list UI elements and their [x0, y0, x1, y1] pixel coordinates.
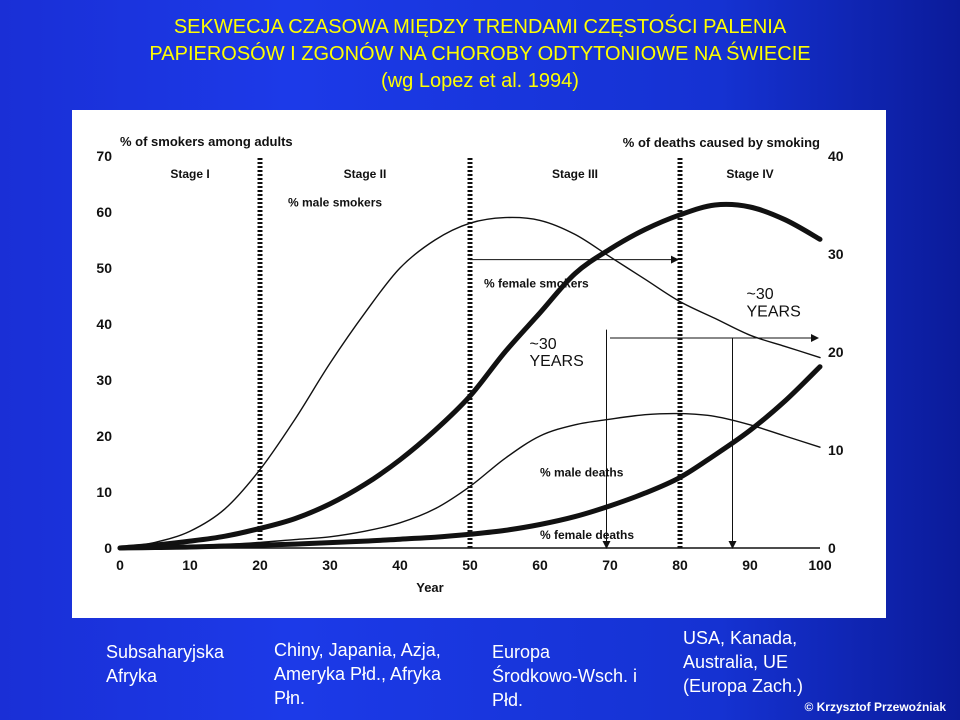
region-line: (Europa Zach.): [683, 676, 804, 696]
y-left-tick-label: 50: [96, 260, 112, 276]
stage-label: Stage II: [344, 167, 387, 181]
female-deaths-line: [117, 364, 823, 551]
copyright: © Krzysztof Przewoźniak: [804, 700, 946, 714]
title-line-3: (wg Lopez et al. 1994): [381, 70, 579, 92]
y-right-tick-label: 20: [828, 344, 844, 360]
x-tick-label: 100: [808, 557, 832, 573]
x-axis-label: Year: [416, 580, 443, 595]
region-stage-4: USA, Kanada, Australia, UE (Europa Zach.…: [683, 626, 893, 698]
region-line: USA, Kanada,: [683, 628, 798, 648]
y-right-tick-label: 40: [828, 148, 844, 164]
male-smokers-line: [119, 216, 821, 549]
y-right-tick-label: 30: [828, 246, 844, 262]
chart-panel: 0 10 20 30 40 50 60 70 0 10 20 30 40 0 10 20 30 40 50 60 70 8…: [72, 110, 886, 618]
y-left-tick-label: 70: [96, 148, 112, 164]
region-line: Australia, UE: [683, 652, 789, 672]
x-tick-label: 70: [602, 557, 618, 573]
region-line: Chiny, Japania, Azja,: [274, 640, 441, 660]
title-line-2: PAPIEROSÓW I ZGONÓW NA CHOROBY ODTYTONIO…: [149, 43, 811, 65]
years-gap-label: ~30: [747, 286, 774, 303]
female-deaths-label: % female deaths: [540, 528, 634, 542]
stage-label: Stage I: [170, 167, 209, 181]
y-right-axis-label: % of deaths caused by smoking: [623, 135, 820, 150]
y-left-tick-label: 60: [96, 204, 112, 220]
years-gap-label: ~30: [530, 336, 557, 353]
stage-label: Stage IV: [726, 167, 773, 181]
female-smokers-label: % female smokers: [484, 277, 589, 291]
y-left-axis-label: % of smokers among adults: [120, 134, 293, 149]
x-tick-label: 50: [462, 557, 478, 573]
years-gap-label: YEARS: [530, 353, 584, 370]
stage-label: Stage III: [552, 167, 598, 181]
region-line: Środkowo-Wsch. i: [492, 666, 638, 686]
x-tick-label: 40: [392, 557, 408, 573]
x-tick-label: 30: [322, 557, 338, 573]
years-gap-label: YEARS: [747, 304, 801, 321]
region-line: Płd.: [492, 690, 524, 710]
x-tick-label: 60: [532, 557, 548, 573]
region-line: Płn.: [274, 688, 306, 708]
y-left-tick-label: 30: [96, 372, 112, 388]
x-tick-label: 80: [672, 557, 688, 573]
region-line: Subsaharyjska: [106, 642, 225, 662]
y-left-tick-label: 40: [96, 316, 112, 332]
y-left-tick-label: 0: [104, 540, 112, 556]
smoking-epidemic-chart: 0 10 20 30 40 50 60 70 0 10 20 30 40 0 10 20 30 40 50 60 70 8…: [96, 134, 844, 595]
x-tick-label: 20: [252, 557, 268, 573]
region-stage-3: Europa Środkowo-Wsch. i Płd.: [492, 640, 672, 712]
region-stage-2: Chiny, Japania, Azja, Ameryka Płd., Afry…: [274, 638, 484, 710]
region-line: Europa: [492, 642, 551, 662]
y-right-tick-label: 0: [828, 540, 836, 556]
male-deaths-line: [117, 201, 823, 551]
male-smokers-label: % male smokers: [288, 195, 382, 209]
y-right-tick-label: 10: [828, 442, 844, 458]
x-tick-label: 0: [116, 557, 124, 573]
male-deaths-label: % male deaths: [540, 465, 624, 479]
y-left-tick-label: 10: [96, 484, 112, 500]
region-stage-1: Subsaharyjska Afryka: [106, 640, 266, 688]
x-tick-label: 10: [182, 557, 198, 573]
y-left-tick-label: 20: [96, 428, 112, 444]
slide-title: SEKWECJA CZASOWA MIĘDZY TRENDAMI CZĘSTOŚ…: [0, 14, 960, 95]
region-line: Ameryka Płd., Afryka: [274, 664, 442, 684]
title-line-1: SEKWECJA CZASOWA MIĘDZY TRENDAMI CZĘSTOŚ…: [173, 16, 787, 38]
x-tick-label: 90: [742, 557, 758, 573]
region-line: Afryka: [106, 666, 158, 686]
